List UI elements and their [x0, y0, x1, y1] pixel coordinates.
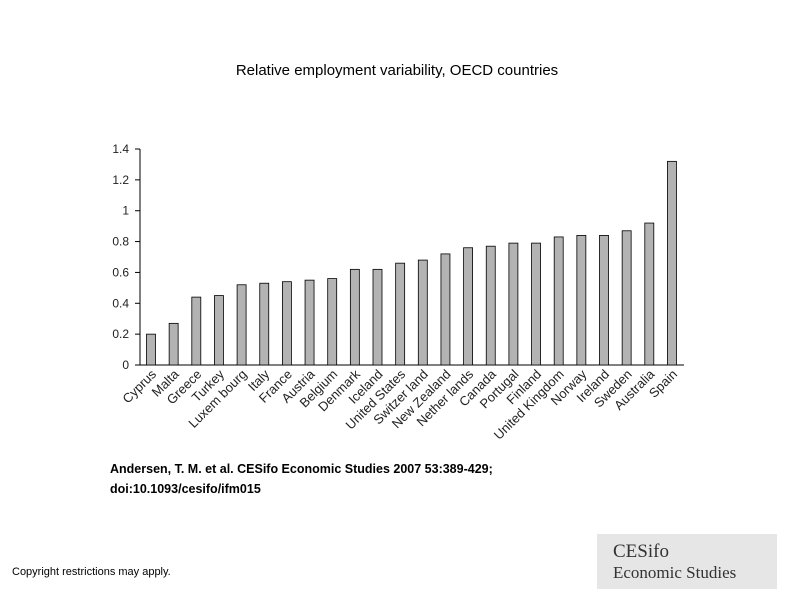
bar: [576, 234, 587, 366]
bar: [168, 322, 179, 366]
y-tick-label: 0.6: [112, 265, 129, 279]
bar: [214, 295, 224, 366]
bar: [236, 284, 247, 366]
bar: [485, 245, 496, 366]
y-tick-label: 0.8: [112, 235, 129, 249]
logo-text-economic-studies: Economic Studies: [613, 563, 737, 582]
y-tick-label: 1.4: [112, 142, 129, 156]
bar-chart: 00.20.40.60.811.21.4CyprusMaltaGreeceTur…: [112, 142, 684, 443]
bar: [553, 236, 564, 366]
bar: [327, 278, 338, 366]
bar: [508, 242, 519, 366]
y-tick-label: 0: [122, 358, 129, 372]
bar: [372, 268, 383, 366]
bar: [281, 281, 292, 366]
bar: [191, 296, 202, 366]
bar: [463, 247, 474, 366]
bar: [349, 268, 360, 366]
bar: [667, 160, 677, 366]
bar: [531, 242, 541, 366]
citation-line-2: doi:10.1093/cesifo/ifm015: [110, 482, 261, 496]
citation: Andersen, T. M. et al. CESifo Economic S…: [110, 459, 630, 499]
citation-line-1: Andersen, T. M. et al. CESifo Economic S…: [110, 462, 493, 476]
bar: [417, 259, 428, 366]
journal-logo: CESifo Economic Studies: [597, 534, 777, 589]
chart-title: Relative employment variability, OECD co…: [235, 62, 559, 79]
bar: [304, 279, 315, 366]
bar: [644, 222, 655, 366]
copyright-notice: Copyright restrictions may apply.: [12, 566, 171, 578]
bar: [621, 230, 632, 366]
bar: [259, 282, 270, 366]
y-tick-label: 1: [122, 204, 129, 218]
y-tick-label: 1.2: [112, 173, 129, 187]
bar: [440, 253, 451, 366]
bar: [146, 333, 156, 366]
logo-text-cesifo: CESifo: [613, 541, 669, 562]
y-tick-label: 0.4: [112, 296, 129, 310]
bar: [395, 262, 406, 366]
y-tick-label: 0.2: [112, 327, 129, 341]
bar: [599, 234, 609, 366]
